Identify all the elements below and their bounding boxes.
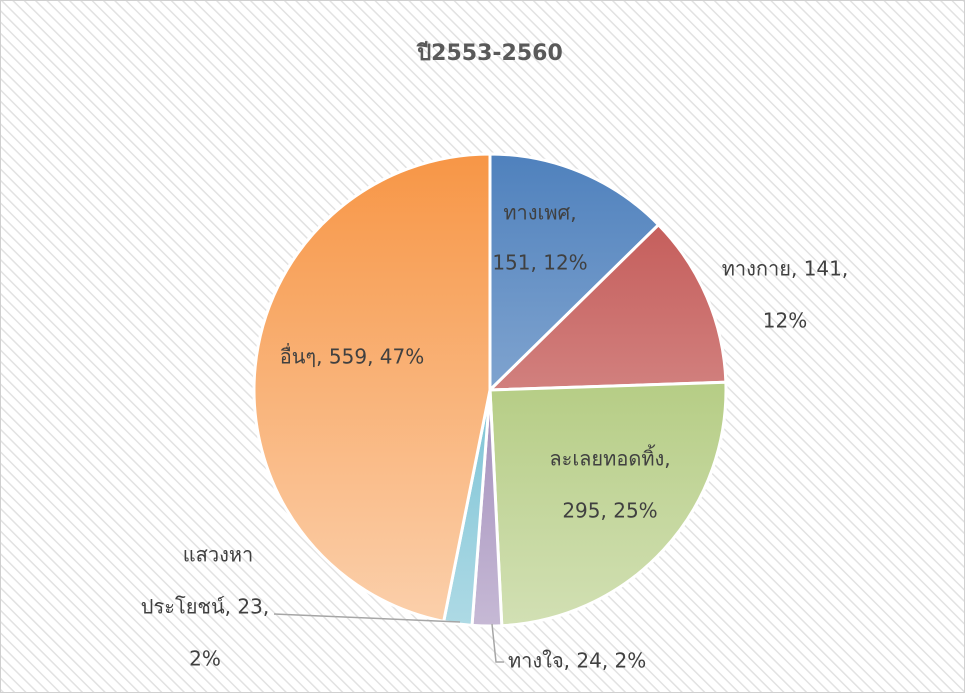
pie-slice: [488, 380, 728, 628]
pie-slice: [252, 152, 492, 624]
data-label: ทางใจ, 24, 2%: [508, 649, 646, 673]
data-label: ประโยชน์, 23,: [141, 595, 269, 619]
pie-slice: [488, 152, 661, 394]
data-label: ทางเพศ,: [503, 201, 576, 225]
chart-title: ปี2553-2560: [416, 41, 563, 66]
data-label: อื่นๆ, 559, 47%: [280, 343, 424, 369]
data-label: แสวงหา: [183, 543, 254, 567]
data-label: 12%: [763, 309, 807, 333]
data-label: 151, 12%: [492, 251, 587, 275]
leader-line: [273, 613, 461, 623]
data-label: ทางกาย, 141,: [722, 257, 848, 281]
data-label: 2%: [189, 647, 221, 671]
data-label: ละเลยทอดทิ้ง,: [549, 445, 670, 471]
leader-line: [491, 623, 504, 663]
data-label: 295, 25%: [562, 499, 657, 523]
pie-slice: [486, 222, 728, 392]
